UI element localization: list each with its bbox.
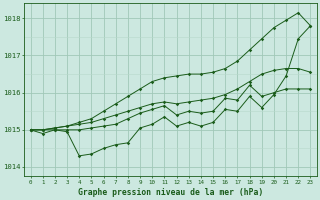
X-axis label: Graphe pression niveau de la mer (hPa): Graphe pression niveau de la mer (hPa)	[78, 188, 263, 197]
